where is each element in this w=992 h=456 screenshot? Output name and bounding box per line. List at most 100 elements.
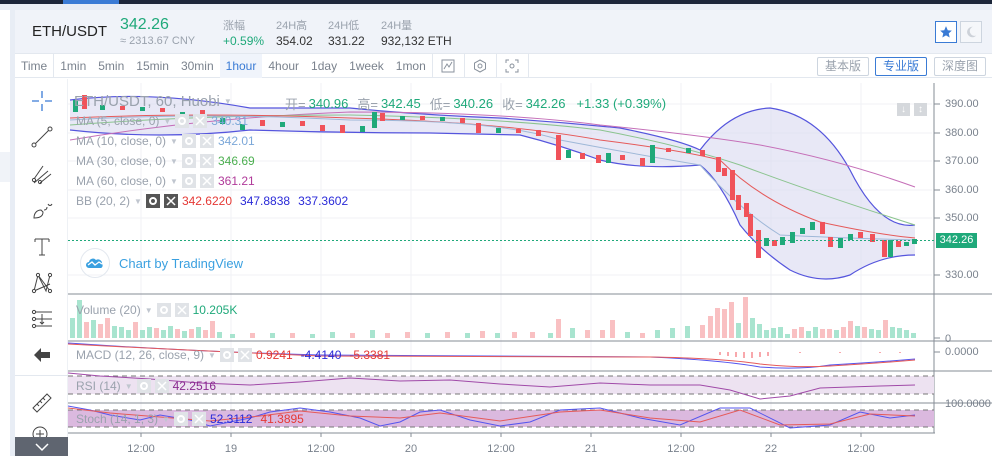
stoch-legend[interactable]: Stoch (14, 1, 3) ▼ 52.3112 41.3895: [76, 412, 304, 426]
settings-gear-icon[interactable]: [219, 348, 234, 362]
pro-view-button[interactable]: 专业版: [875, 57, 928, 76]
x-axis-label: 22: [764, 443, 778, 455]
x-axis-label: 12:00: [487, 443, 515, 455]
interval-5min[interactable]: 5min: [98, 58, 125, 73]
close-icon[interactable]: [199, 134, 214, 148]
ruler-tool[interactable]: [29, 390, 55, 416]
nav-active-indicator: [63, 0, 119, 4]
ruler-icon: [32, 393, 52, 413]
ma5-legend[interactable]: MA (5, close, 0) ▼ 340.31: [76, 114, 248, 128]
y-axis-label: 360.00: [945, 184, 979, 196]
bb-middle-value: 342.6220: [181, 194, 233, 208]
back-tool[interactable]: [29, 342, 55, 368]
bb-upper-value: 347.8838: [240, 194, 291, 208]
indicator-name: BB (20, 2): [76, 194, 131, 208]
collapse-tools-button[interactable]: [15, 437, 68, 456]
x-axis-label: 12:00: [667, 443, 695, 455]
chart-settings-button[interactable]: [465, 53, 497, 78]
pattern-tool[interactable]: [29, 270, 55, 296]
high-value: 342.45: [380, 96, 421, 111]
left-side-strip: [0, 10, 10, 456]
fib-tool[interactable]: [29, 161, 55, 187]
interval-1hour[interactable]: 1hour: [219, 53, 263, 78]
stoch-d-value: 41.3895: [260, 412, 304, 426]
close-icon[interactable]: [199, 174, 214, 188]
pair-name: ETH/USDT: [32, 23, 107, 40]
settings-gear-icon[interactable]: [136, 379, 151, 393]
tradingview-logo: [80, 248, 110, 278]
arrows-vertical-icon: ↕: [918, 104, 923, 115]
change-value: +0.59%: [223, 34, 265, 48]
indicator-value: 42.2516: [172, 379, 216, 393]
close-icon[interactable]: [199, 154, 214, 168]
open-value: 340.96: [308, 96, 349, 111]
indicator-name: MA (10, close, 0): [76, 134, 167, 148]
close-icon[interactable]: [193, 114, 208, 128]
brush-tool[interactable]: [29, 197, 55, 223]
basic-view-button[interactable]: 基本版: [817, 57, 870, 76]
stoch-axis-label: 100.0000: [945, 398, 991, 410]
ma30-legend[interactable]: MA (30, close, 0) ▼ 346.69: [76, 154, 255, 168]
interval-30min[interactable]: 30min: [180, 58, 214, 73]
favorite-button[interactable]: [935, 21, 957, 43]
market-header: ETH/USDT 342.26 ≈ 2313.67 CNY 涨幅 +0.59% …: [15, 10, 992, 54]
interval-1day[interactable]: 1day: [311, 58, 338, 73]
settings-gear-icon[interactable]: [156, 303, 171, 317]
tools-divider: [15, 375, 68, 376]
crosshair-tool[interactable]: [29, 88, 55, 114]
tradingview-watermark[interactable]: Chart by TradingView: [80, 248, 243, 278]
settings-gear-icon[interactable]: [173, 412, 188, 426]
trend-line-tool[interactable]: [29, 124, 55, 150]
close-icon[interactable]: [154, 379, 169, 393]
screenshot-icon: [505, 59, 519, 72]
ma60-legend[interactable]: MA (60, close, 0) ▼ 361.21: [76, 174, 255, 188]
close-icon[interactable]: [174, 303, 189, 317]
fib-icon: [31, 165, 52, 185]
drawing-toolbar: [15, 79, 68, 456]
volume-value: 932,132 ETH: [381, 34, 452, 48]
settings-gear-icon[interactable]: [145, 194, 160, 208]
close-icon[interactable]: [191, 412, 206, 426]
interval-1mon[interactable]: 1mon: [395, 58, 426, 73]
low-value: 331.22: [328, 34, 365, 48]
bb-legend[interactable]: BB (20, 2) ▼ 342.6220 347.8838 337.3602: [76, 194, 348, 208]
volume-legend[interactable]: Volume (20) ▼ 10.205K: [76, 303, 237, 317]
scale-down-button[interactable]: ↓: [897, 103, 910, 116]
settings-gear-icon[interactable]: [175, 114, 190, 128]
brush-icon: [33, 203, 53, 219]
indicator-name: MA (30, close, 0): [76, 154, 167, 168]
low-label: 24H低: [328, 20, 360, 32]
interval-1min[interactable]: 1min: [60, 58, 87, 73]
interval-15min[interactable]: 15min: [136, 58, 169, 73]
close-icon[interactable]: [237, 348, 252, 362]
toolbar-divider: [431, 53, 433, 78]
depth-chart-button[interactable]: 深度图: [934, 57, 987, 76]
macd-line-value: -4.4140: [300, 348, 342, 362]
settings-gear-icon[interactable]: [181, 134, 196, 148]
x-axis-label: 19: [224, 443, 238, 455]
auto-scale-button[interactable]: ↕: [914, 103, 927, 116]
interval-1week[interactable]: 1week: [349, 58, 384, 73]
interval-4hour[interactable]: 4hour: [268, 58, 300, 73]
x-axis-label: 20: [404, 443, 418, 455]
indicators-button[interactable]: [433, 53, 465, 78]
interval-time[interactable]: Time: [21, 58, 48, 73]
ohlc-legend: 开= 340.96 高= 342.45 低= 340.26 收= 342.26 …: [285, 94, 666, 113]
macd-signal-value: -5.3381: [349, 348, 391, 362]
close-icon[interactable]: [163, 194, 178, 208]
symbol-title: ETH/USDT, 60, Huobi: [74, 93, 220, 110]
measure-tool[interactable]: [29, 306, 55, 332]
settings-gear-icon[interactable]: [181, 154, 196, 168]
indicator-value: 361.21: [217, 174, 255, 188]
rsi-legend[interactable]: RSI (14) ▼ 42.2516: [76, 379, 216, 393]
macd-legend[interactable]: MACD (12, 26, close, 9) ▼ 0.9241 -4.4140…: [76, 348, 390, 362]
settings-gear-icon[interactable]: [181, 174, 196, 188]
screenshot-button[interactable]: [497, 53, 529, 78]
back-arrow-icon: [34, 348, 50, 362]
text-tool[interactable]: [29, 234, 55, 260]
theme-toggle-button[interactable]: [960, 21, 982, 43]
symbol-legend[interactable]: ETH/USDT, 60, Huobi ▼: [74, 93, 232, 110]
macd-histogram-value: 0.9241: [255, 348, 293, 362]
ma10-legend[interactable]: MA (10, close, 0) ▼ 342.01: [76, 134, 255, 148]
